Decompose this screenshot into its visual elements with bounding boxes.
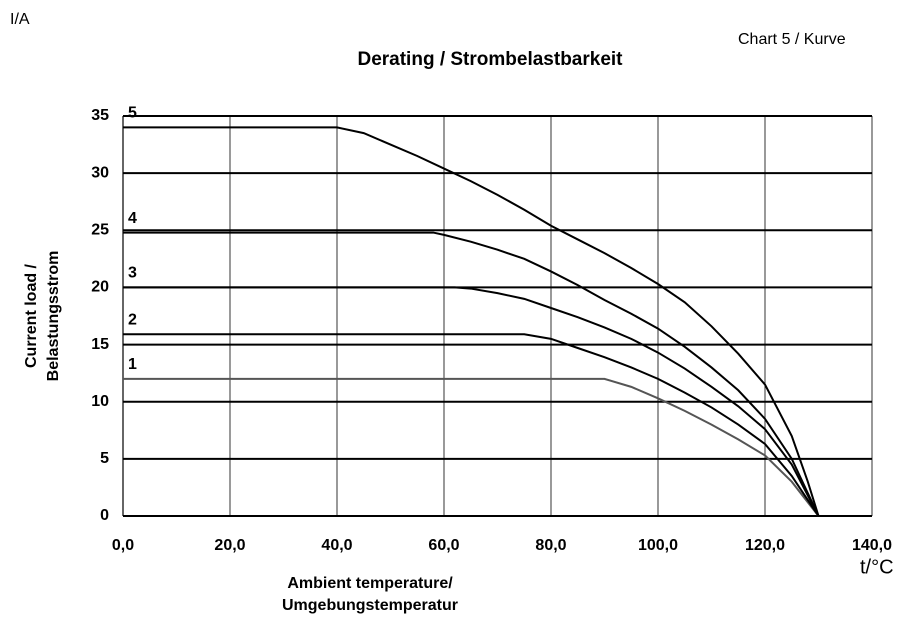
x-tick-label: 20,0: [214, 537, 245, 554]
x-tick-label: 80,0: [535, 537, 566, 554]
series-label: 1: [128, 356, 137, 373]
series-line: [123, 333, 820, 517]
x-tick-label: 40,0: [321, 537, 352, 554]
y-tick-label: 0: [100, 507, 109, 524]
y-tick-label: 5: [100, 450, 109, 467]
series-line: [123, 231, 820, 517]
x-tick-label: 0,0: [112, 537, 134, 554]
x-tick-label: 120,0: [745, 537, 785, 554]
series-line: [123, 286, 820, 517]
x-tick-label: 60,0: [428, 537, 459, 554]
chart-title: Derating / Strombelastbarkeit: [357, 49, 623, 70]
x-tick-label: 100,0: [638, 537, 678, 554]
y-tick-label: 30: [91, 164, 109, 181]
y-tick-label: 25: [91, 222, 109, 239]
x-tick-label: 140,0: [852, 537, 892, 554]
chart-reference: Chart 5 / Kurve: [738, 31, 846, 48]
x-axis-label: Ambient temperature/: [287, 575, 453, 592]
y-axis-label: Belastungsstrom: [45, 251, 62, 382]
y-tick-label: 35: [91, 107, 109, 124]
y-axis-label: Current load /: [23, 263, 40, 368]
series-label: 3: [128, 265, 137, 282]
series-line: [123, 377, 820, 517]
series-line: [123, 126, 820, 517]
x-axis-label: Umgebungstemperatur: [282, 597, 458, 614]
y-tick-label: 20: [91, 279, 109, 296]
series-label: 5: [128, 105, 137, 122]
y-tick-label: 15: [91, 336, 109, 353]
x-unit: t/°C: [860, 556, 894, 578]
series-label: 4: [128, 210, 137, 227]
series-label: 2: [128, 312, 137, 329]
y-tick-label: 10: [91, 393, 109, 410]
y-unit: I/A: [10, 11, 30, 28]
